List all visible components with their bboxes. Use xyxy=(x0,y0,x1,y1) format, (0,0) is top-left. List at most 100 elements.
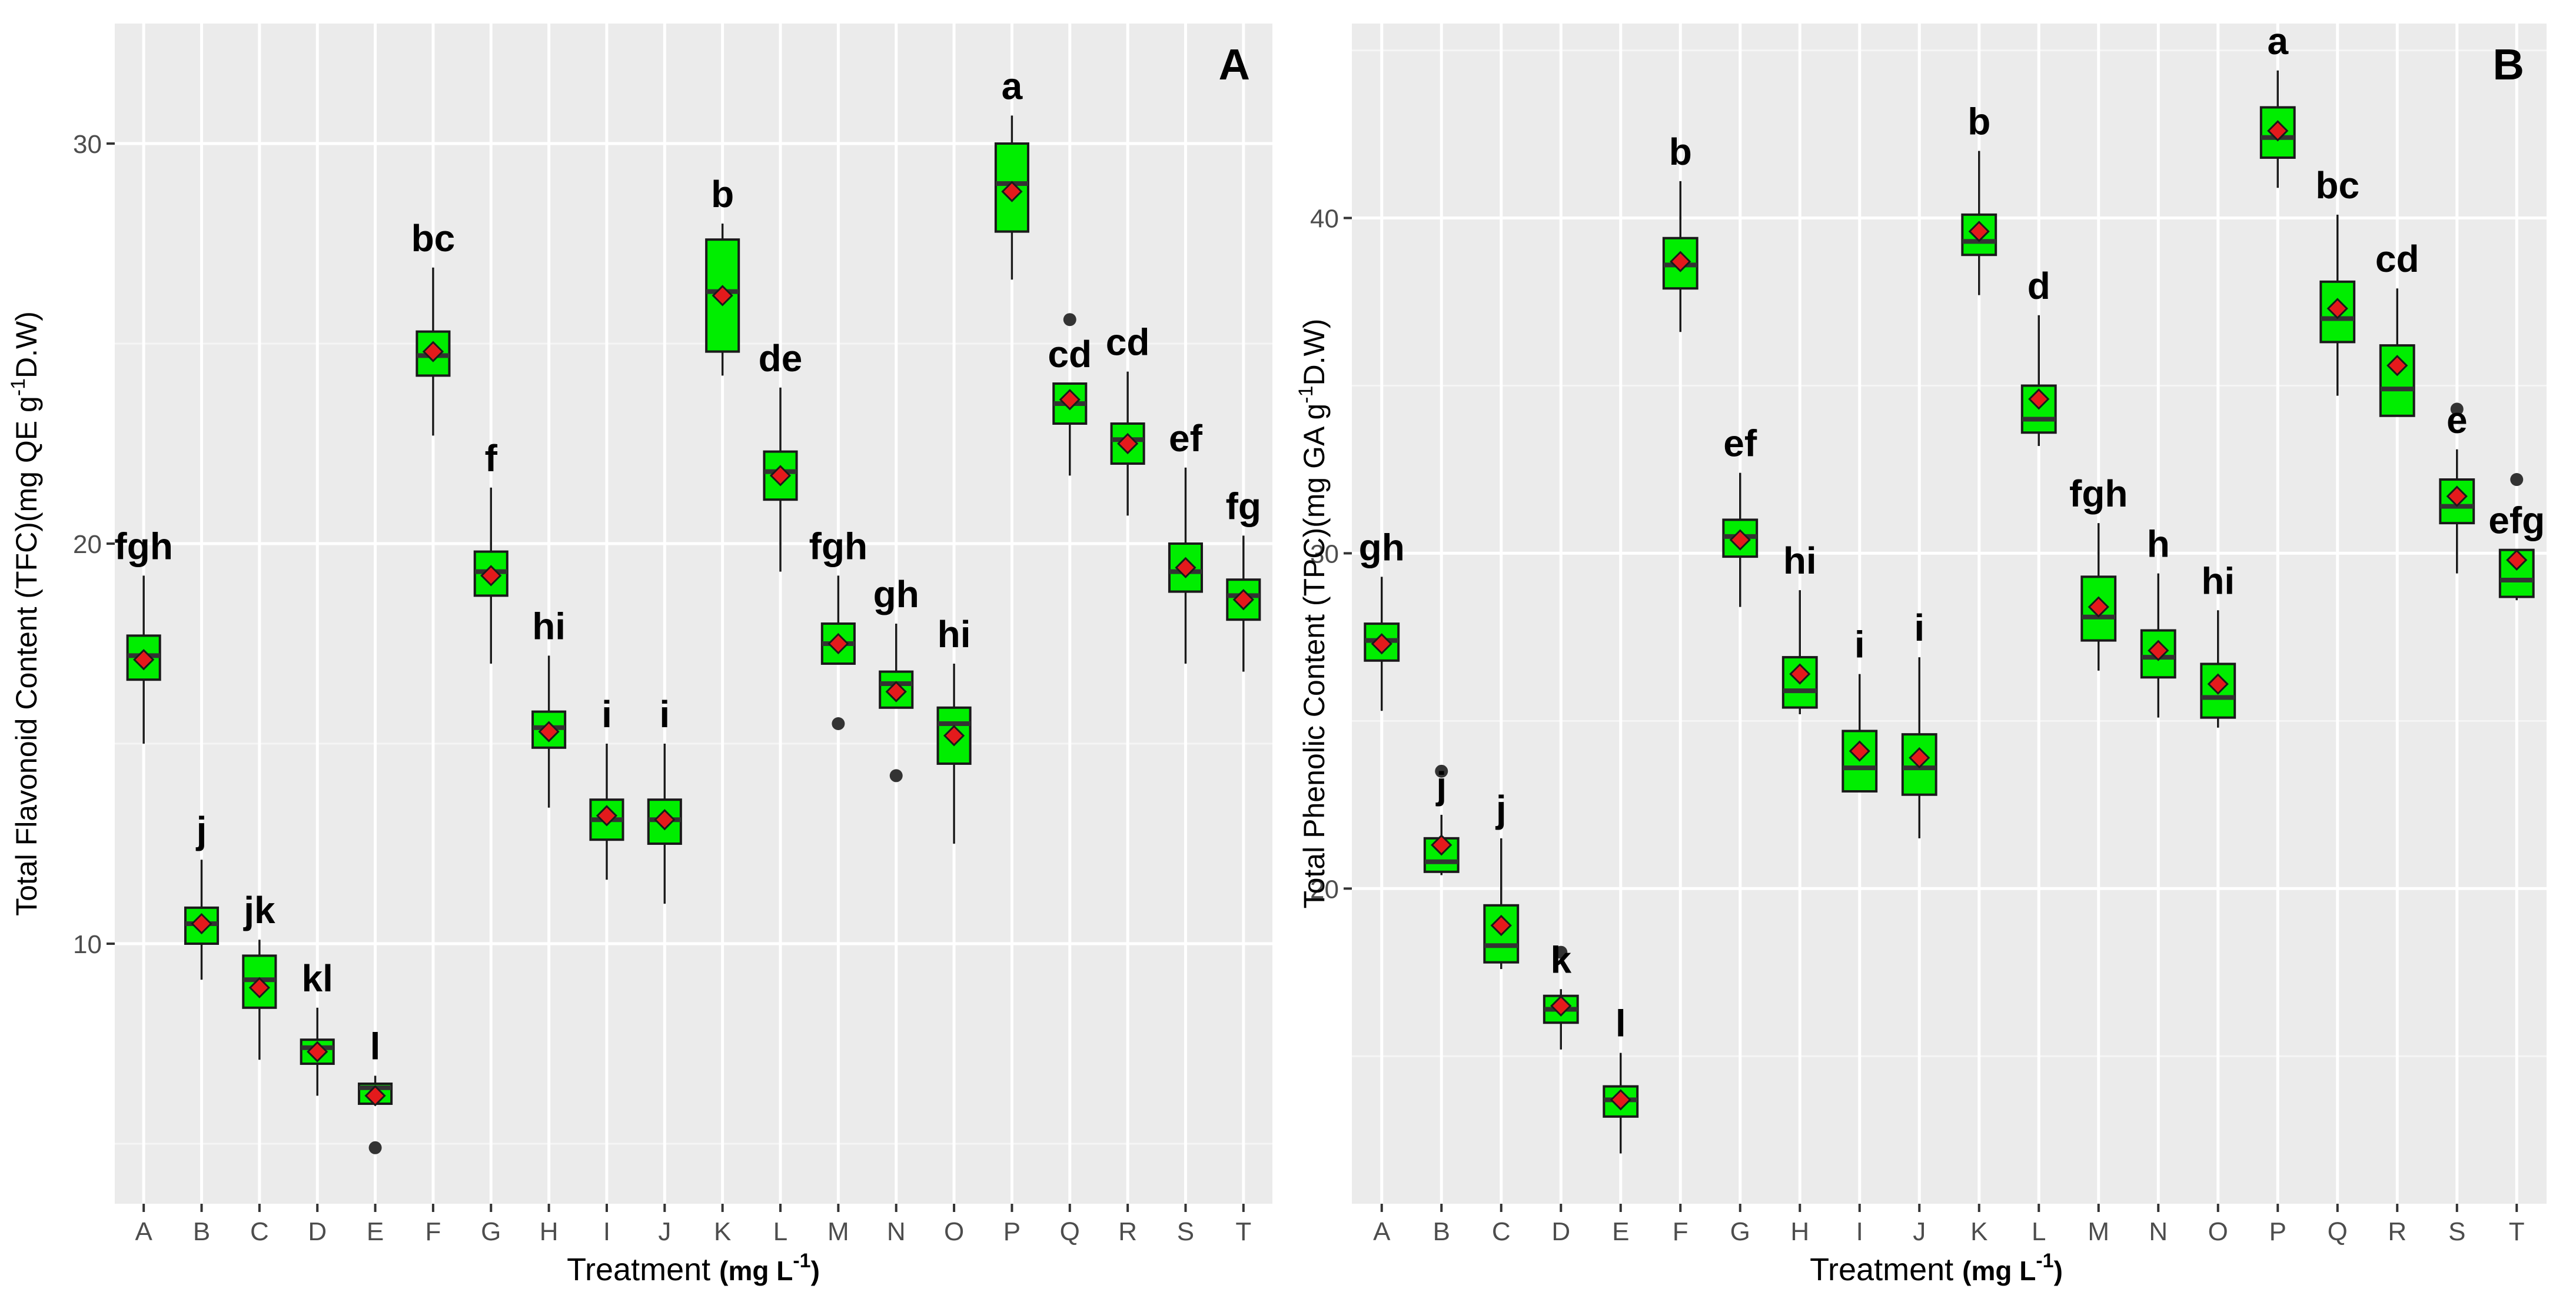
box-J: i xyxy=(1901,607,1937,838)
outlier-point xyxy=(368,1141,382,1154)
mean-marker xyxy=(2386,355,2408,377)
box-K: b xyxy=(1961,101,1997,295)
mean-marker xyxy=(538,721,560,742)
box-I: i xyxy=(1842,624,1878,793)
mean-marker xyxy=(2446,485,2468,507)
mean-marker xyxy=(307,1041,328,1063)
mean-marker xyxy=(2148,640,2169,661)
mean-marker xyxy=(1550,995,1572,1017)
box-F: bc xyxy=(411,217,455,436)
box-P: a xyxy=(2259,20,2296,188)
mean-marker xyxy=(2207,673,2229,695)
mean-marker xyxy=(2088,596,2109,618)
significance-letter: l xyxy=(1616,1003,1626,1045)
mean-marker xyxy=(2326,298,2348,319)
significance-letter: d xyxy=(2027,265,2050,307)
box-iqr xyxy=(994,142,1029,233)
mean-marker xyxy=(943,725,965,747)
significance-letter: a xyxy=(1002,65,1023,107)
x-tick-label: I xyxy=(603,1217,610,1246)
y-tick-label: 20 xyxy=(1310,875,1339,904)
box-G: ef xyxy=(1722,422,1759,607)
x-tick-label: H xyxy=(1790,1217,1809,1246)
significance-letter: de xyxy=(759,337,803,379)
panel-label: A xyxy=(1219,40,1250,89)
x-tick-label: A xyxy=(1373,1217,1391,1246)
mean-marker xyxy=(1610,1089,1631,1111)
x-tick-label: C xyxy=(1492,1217,1511,1246)
mean-marker xyxy=(1059,389,1081,411)
mean-marker xyxy=(885,681,907,702)
box-F: b xyxy=(1662,131,1699,332)
box-B: j xyxy=(1423,764,1460,875)
x-tick-label: F xyxy=(1673,1217,1688,1246)
significance-letter: gh xyxy=(873,573,919,615)
x-tick-label: T xyxy=(1235,1217,1251,1246)
box-S: ef xyxy=(1168,417,1204,664)
significance-letter: f xyxy=(485,437,498,479)
significance-letter: hi xyxy=(938,613,971,655)
outlier-point xyxy=(1554,945,1568,959)
x-tick-label: B xyxy=(193,1217,210,1246)
x-tick-label: S xyxy=(1177,1217,1194,1246)
significance-letter: j xyxy=(1495,788,1507,830)
mean-marker xyxy=(1909,747,1930,769)
x-tick-label: C xyxy=(250,1217,269,1246)
mean-marker xyxy=(2267,120,2289,142)
box-R: cd xyxy=(2375,238,2419,417)
box-A: fgh xyxy=(114,525,173,744)
significance-letter: bc xyxy=(2315,164,2359,207)
x-tick-label: F xyxy=(425,1217,441,1246)
plot-background xyxy=(1352,24,2547,1204)
significance-letter: hi xyxy=(1783,540,1817,582)
significance-letter: hi xyxy=(532,605,566,647)
x-tick-label: M xyxy=(827,1217,849,1246)
box-G: f xyxy=(473,437,508,664)
x-tick-label: O xyxy=(944,1217,964,1246)
box-R: cd xyxy=(1106,321,1150,516)
significance-letter: b xyxy=(711,173,734,215)
outlier-point xyxy=(1063,313,1076,327)
significance-letter: a xyxy=(2267,20,2288,62)
x-tick-label: E xyxy=(367,1217,384,1246)
x-tick-label: K xyxy=(1970,1217,1987,1246)
significance-letter: cd xyxy=(1106,321,1150,364)
y-tick-label: 30 xyxy=(73,130,102,159)
box-N: h xyxy=(2140,523,2176,718)
box-iqr xyxy=(1226,578,1261,621)
significance-letter: i xyxy=(601,693,612,735)
box-I: i xyxy=(589,693,624,880)
box-L: d xyxy=(2020,265,2057,447)
y-tick-label: 30 xyxy=(1310,540,1339,568)
box-iqr xyxy=(2200,662,2236,719)
significance-letter: hi xyxy=(2201,560,2235,602)
x-tick-label: N xyxy=(2149,1217,2168,1246)
outlier-point xyxy=(2510,473,2524,487)
mean-marker xyxy=(654,809,676,831)
mean-marker xyxy=(1001,181,1023,202)
significance-letter: ef xyxy=(1723,422,1757,465)
x-tick-label: D xyxy=(1551,1217,1570,1246)
x-tick-label: B xyxy=(1433,1217,1450,1246)
x-tick-label: L xyxy=(2032,1217,2046,1246)
box-T: efg xyxy=(2488,473,2545,601)
significance-letter: i xyxy=(1854,624,1865,666)
x-tick-label: G xyxy=(1730,1217,1750,1246)
significance-letter: fgh xyxy=(809,525,868,567)
box-L: de xyxy=(759,337,803,572)
x-tick-label: H xyxy=(540,1217,559,1246)
mean-marker xyxy=(769,465,792,487)
x-tick-label: D xyxy=(308,1217,327,1246)
box-iqr xyxy=(936,706,972,765)
significance-letter: k xyxy=(1550,938,1571,981)
significance-letter: cd xyxy=(1048,333,1092,375)
box-T: fg xyxy=(1226,485,1261,672)
mean-marker xyxy=(2028,388,2050,410)
box-E: l xyxy=(358,1025,393,1154)
box-D: k xyxy=(1543,938,1579,1050)
significance-letter: fg xyxy=(1226,485,1261,527)
x-axis-title: Treatment (mg L-1) xyxy=(1810,1250,2063,1287)
